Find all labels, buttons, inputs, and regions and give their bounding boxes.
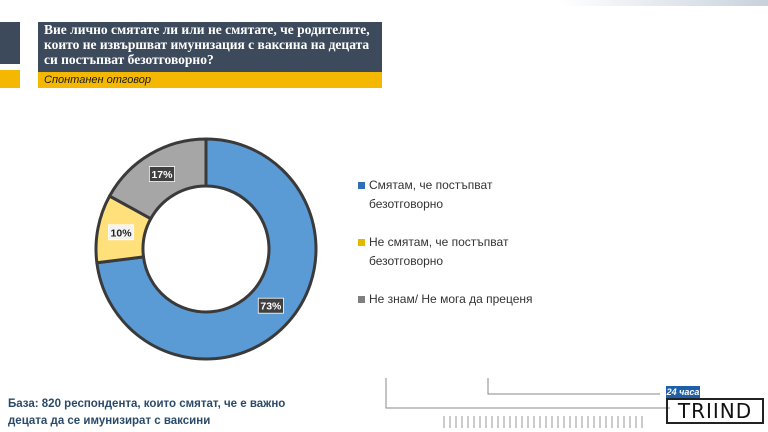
corner-accent	[0, 70, 20, 88]
question-subtitle: Спонтанен отговор	[38, 72, 382, 88]
corner-block	[0, 22, 20, 64]
logo-word: TRIIND	[666, 398, 764, 424]
legend-swatch-dont-know	[358, 296, 365, 303]
legend-swatch-agree	[358, 182, 365, 189]
data-label-agree: 73%	[257, 297, 284, 314]
data-label-dont-know: 17%	[148, 166, 175, 182]
svg-text:17%: 17%	[151, 169, 173, 181]
base-note: База: 820 респондента, които смятат, че …	[8, 398, 286, 427]
svg-text:10%: 10%	[111, 227, 133, 239]
question-title: Вие лично смятате ли или не смятате, че …	[38, 22, 382, 72]
top-decoration	[560, 0, 768, 6]
legend-item-agree: Смятам, че постъпват безотговорно	[358, 176, 548, 214]
chart-legend: Смятам, че постъпват безотговорно Не смя…	[358, 176, 548, 328]
legend-label-dont-know: Не знам/ Не мога да преценя	[369, 292, 533, 306]
legend-label-agree: Смятам, че постъпват безотговорно	[369, 178, 493, 211]
legend-item-disagree: Не смятам, че постъпват безотговорно	[358, 233, 548, 271]
data-label-disagree: 10%	[108, 224, 135, 241]
trend-logo: 24 часа TRIIND	[666, 386, 764, 426]
legend-label-disagree: Не смятам, че постъпват безотговорно	[369, 235, 509, 268]
legend-swatch-disagree	[358, 239, 365, 246]
svg-text:73%: 73%	[260, 301, 282, 313]
decorative-lines	[385, 378, 670, 428]
logo-badge: 24 часа	[666, 386, 700, 398]
legend-item-dont-know: Не знам/ Не мога да преценя	[358, 290, 548, 309]
